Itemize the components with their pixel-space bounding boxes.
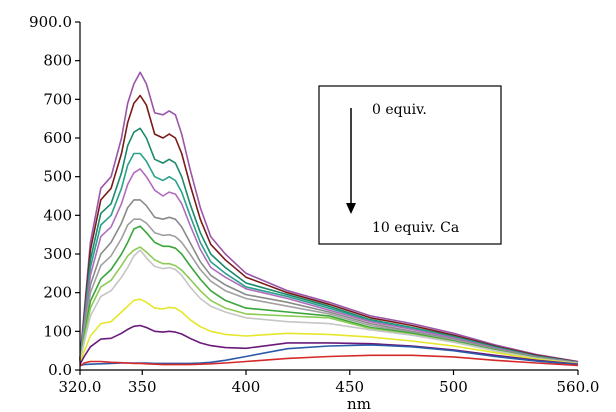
series-line-12 [79,324,579,365]
x-axis-ticks: 320.0 350 400 450 500 560.0 [59,370,600,396]
y-tick-label: 500 [43,168,72,186]
annotation-frame [318,85,502,245]
annotation-arrow-head [346,203,356,214]
x-tick-label: 500 [439,378,468,396]
series-line-1 [79,71,579,363]
series-line-9 [79,246,579,365]
y-tick-label: 900.0 [29,13,72,31]
x-tick-label: 560.0 [557,378,600,396]
series-line-6 [79,199,579,364]
series-line-11 [79,298,579,365]
y-tick-label: 300 [43,245,72,263]
series-line-2 [79,94,579,363]
x-tick-label: 350 [128,378,157,396]
series-line-4 [79,152,579,364]
y-tick-label: 600 [43,129,72,147]
series-line-7 [79,218,579,364]
x-tick-label: 400 [232,378,261,396]
y-axis-ticks: 0.0 100 200 300 400 500 600 700 800 900.0 [29,13,80,379]
x-axis-title: nm [347,395,371,412]
series-line-5 [79,168,579,364]
x-tick-label: 320.0 [59,378,102,396]
series-line-10 [79,249,579,365]
series-layer [79,71,579,367]
y-tick-label: 200 [43,284,72,302]
x-tick-label: 450 [335,378,364,396]
series-line-8 [79,225,579,365]
y-tick-label: 800 [43,52,72,70]
y-tick-label: 0.0 [48,361,72,379]
series-line-14 [79,354,579,367]
annotation-bottom-label: 10 equiv. Ca [372,220,459,236]
y-tick-label: 400 [43,206,72,224]
y-tick-label: 100 [43,322,72,340]
annotation-top-label: 0 equiv. [372,102,427,118]
annotation-box: 0 equiv. 10 equiv. Ca [318,85,502,245]
y-tick-label: 700 [43,90,72,108]
